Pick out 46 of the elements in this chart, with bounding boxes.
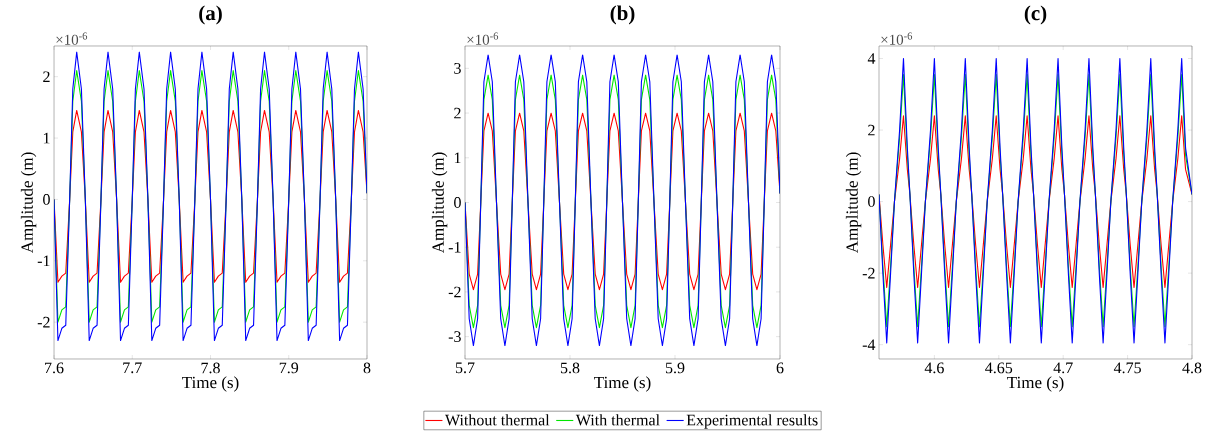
y-tick-label: -2 — [862, 267, 875, 279]
y-tick-label: 4 — [867, 53, 876, 64]
x-tick-label: 6 — [776, 362, 784, 374]
y-tick-label: 1 — [454, 152, 461, 164]
y-tick-label: 0 — [454, 197, 461, 208]
chart-title: (c) — [1024, 5, 1047, 25]
x-tick-label: 5.8 — [560, 362, 580, 374]
x-tick-label: 4.6 — [924, 362, 944, 374]
text: ×10$^{-6}$ — [881, 32, 913, 45]
y-tick-label: 2 — [43, 71, 50, 82]
y-tick-label: 3 — [454, 62, 461, 74]
x-axis-title: Time (s) — [594, 376, 651, 392]
y-tick-label: 1 — [43, 132, 50, 144]
x-tick-label: 8 — [363, 362, 371, 374]
legend-label: Experimental results — [686, 414, 818, 429]
x-tick-label: 5.9 — [665, 362, 685, 374]
x-tick-label: 7.9 — [279, 362, 299, 374]
y-axis-title: Amplitude (m) — [431, 152, 448, 254]
text: ×10$^{-6}$ — [467, 32, 499, 45]
x-axis-title: Time (s) — [1007, 376, 1064, 392]
y-tick-label: -3 — [448, 331, 461, 343]
x-tick-label: 4.8 — [1182, 362, 1202, 374]
x-tick-label: 4.7 — [1053, 362, 1073, 374]
x-tick-label: 5.7 — [455, 362, 475, 374]
y-tick-label: 2 — [454, 107, 461, 119]
x-axis-title: Time (s) — [182, 376, 239, 392]
y-tick-label: 2 — [868, 124, 875, 136]
chart-title: (a) — [199, 5, 222, 25]
legend-label: With thermal — [575, 414, 660, 426]
y-tick-label: 0 — [868, 196, 875, 207]
y-tick-label: -4 — [862, 339, 876, 350]
x-tick-label: 7.6 — [45, 362, 64, 374]
chart-title: (b) — [610, 5, 635, 25]
x-tick-label: 4.75 — [1113, 362, 1141, 374]
legend-label: Without thermal — [445, 414, 550, 426]
x-tick-label: 7.7 — [123, 362, 142, 374]
y-tick-label: -1 — [37, 255, 50, 267]
text: ×10$^{-6}$ — [56, 32, 88, 45]
y-tick-label: -2 — [37, 316, 50, 328]
y-tick-label: 0 — [43, 194, 50, 205]
y-axis-title: Amplitude (m) — [845, 152, 862, 254]
x-tick-label: 7.8 — [201, 362, 220, 374]
y-tick-label: -2 — [448, 286, 461, 298]
y-axis-title: Amplitude (m) — [20, 152, 37, 254]
y-tick-label: -1 — [448, 241, 461, 253]
x-tick-label: 4.65 — [985, 362, 1013, 374]
